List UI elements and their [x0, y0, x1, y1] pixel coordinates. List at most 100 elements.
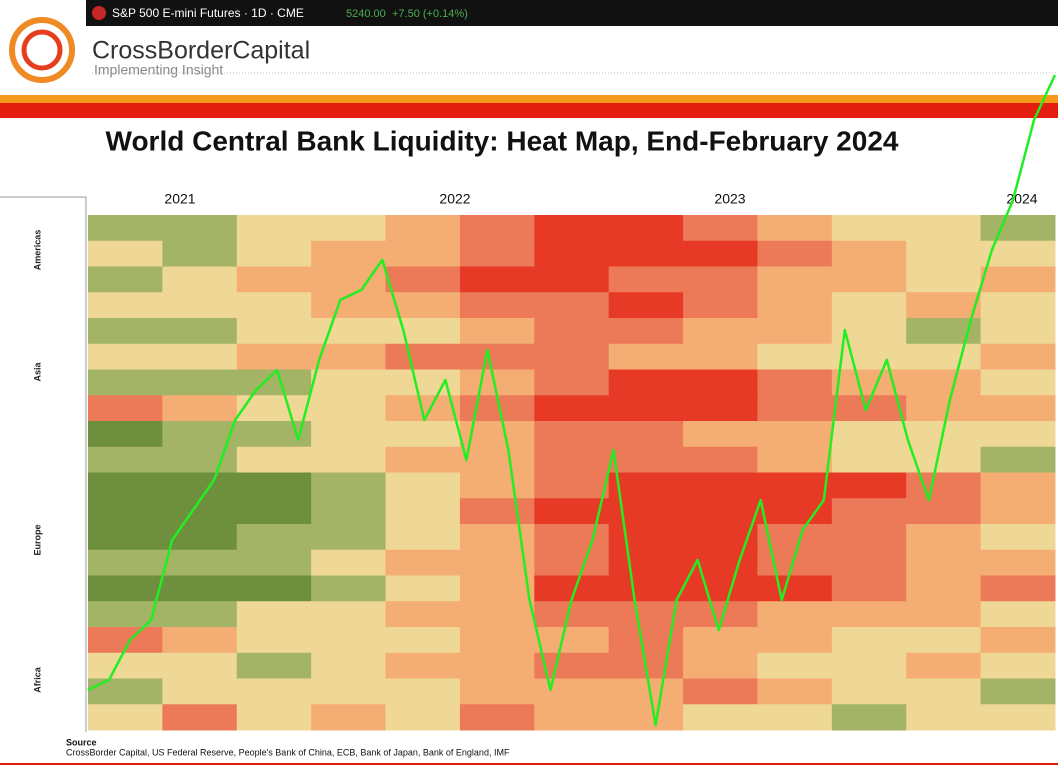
heat-cell: [162, 266, 238, 293]
heat-cell: [385, 575, 461, 602]
heat-cell: [757, 446, 833, 473]
heat-cell: [162, 318, 238, 345]
heat-cell: [683, 343, 758, 370]
heat-cell: [831, 601, 907, 628]
heat-cell: [88, 446, 163, 473]
heat-cell: [162, 446, 238, 473]
heat-cell: [385, 498, 461, 525]
heat-cell: [311, 601, 387, 628]
heat-cell: [236, 575, 312, 602]
heat-cell: [311, 575, 387, 602]
heat-cell: [831, 549, 907, 576]
heat-cell: [906, 215, 982, 242]
heat-cell: [88, 240, 163, 267]
heat-cell: [608, 266, 684, 293]
heat-cell: [906, 498, 982, 525]
heat-cell: [162, 601, 238, 628]
heat-cell: [608, 395, 684, 422]
heat-cell: [906, 575, 982, 602]
heat-cell: [608, 318, 684, 345]
heat-cell: [757, 652, 833, 679]
heat-cell: [534, 627, 610, 654]
heat-cell: [757, 266, 833, 293]
heat-cell: [162, 575, 238, 602]
heat-cell: [311, 369, 387, 396]
heat-cell: [757, 627, 833, 654]
heat-cell: [88, 524, 163, 551]
heat-cell: [459, 472, 535, 499]
heat-cell: [236, 266, 312, 293]
heat-cell: [385, 601, 461, 628]
heat-cell: [906, 472, 982, 499]
heat-cell: [385, 215, 461, 242]
heat-cell: [831, 446, 907, 473]
heat-cell: [534, 318, 610, 345]
stripe-red: [0, 103, 1058, 118]
heat-cell: [906, 627, 982, 654]
heat-cell: [385, 266, 461, 293]
heat-cell: [311, 395, 387, 422]
heat-cell: [980, 446, 1056, 473]
price-line: [87, 74, 1057, 727]
heat-cell: [906, 601, 982, 628]
heat-cell: [534, 549, 610, 576]
heat-cell: [459, 601, 535, 628]
heat-cell: [162, 678, 238, 705]
heat-cell: [88, 369, 163, 396]
ticker-bar: [86, 0, 1058, 26]
region-label: Asia: [32, 362, 42, 382]
region-label: Americas: [32, 230, 42, 271]
heat-cell: [683, 549, 758, 576]
heat-cell: [385, 318, 461, 345]
heat-cell: [980, 292, 1056, 319]
heat-cell: [459, 627, 535, 654]
heat-cell: [757, 343, 833, 370]
heat-cell: [534, 215, 610, 242]
heat-cell: [534, 266, 610, 293]
heat-cell: [311, 215, 387, 242]
heat-cell: [683, 498, 758, 525]
heat-cell: [459, 318, 535, 345]
heat-cell: [88, 395, 163, 422]
heat-cell: [459, 575, 535, 602]
heat-cell: [831, 240, 907, 267]
heat-cell: [757, 421, 833, 448]
heat-cell: [683, 318, 758, 345]
heat-cell: [608, 369, 684, 396]
heat-cell: [757, 369, 833, 396]
heat-cell: [162, 498, 238, 525]
year-label: 2021: [164, 191, 195, 207]
heat-cell: [311, 678, 387, 705]
heat-cell: [88, 318, 163, 345]
heat-cell: [980, 627, 1056, 654]
heat-cell: [831, 524, 907, 551]
source: CrossBorder Capital, US Federal Reserve,…: [66, 747, 510, 757]
heat-cell: [88, 343, 163, 370]
heat-cell: [311, 549, 387, 576]
heat-cell: [88, 652, 163, 679]
heat-cell: [459, 524, 535, 551]
heat-cell: [311, 627, 387, 654]
logo-inner: [21, 29, 63, 71]
heat-cell: [608, 446, 684, 473]
heat-cell: [236, 472, 312, 499]
heat-cell: [980, 318, 1056, 345]
heat-cell: [683, 575, 758, 602]
heat-cell: [534, 240, 610, 267]
heat-cell: [385, 678, 461, 705]
heat-cell: [906, 704, 982, 731]
heat-cell: [906, 652, 982, 679]
heat-cell: [534, 678, 610, 705]
heat-cell: [608, 472, 684, 499]
heat-cell: [459, 266, 535, 293]
heat-cell: [683, 369, 758, 396]
ticker-name: S&P 500 E-mini Futures · 1D · CME: [112, 6, 304, 20]
heat-cell: [534, 395, 610, 422]
heat-cell: [385, 627, 461, 654]
heat-cell: [162, 369, 238, 396]
heat-cell: [385, 343, 461, 370]
ticker-change: +7.50 (+0.14%): [392, 8, 468, 20]
heat-cell: [162, 292, 238, 319]
heat-cell: [162, 472, 238, 499]
heat-cell: [385, 652, 461, 679]
